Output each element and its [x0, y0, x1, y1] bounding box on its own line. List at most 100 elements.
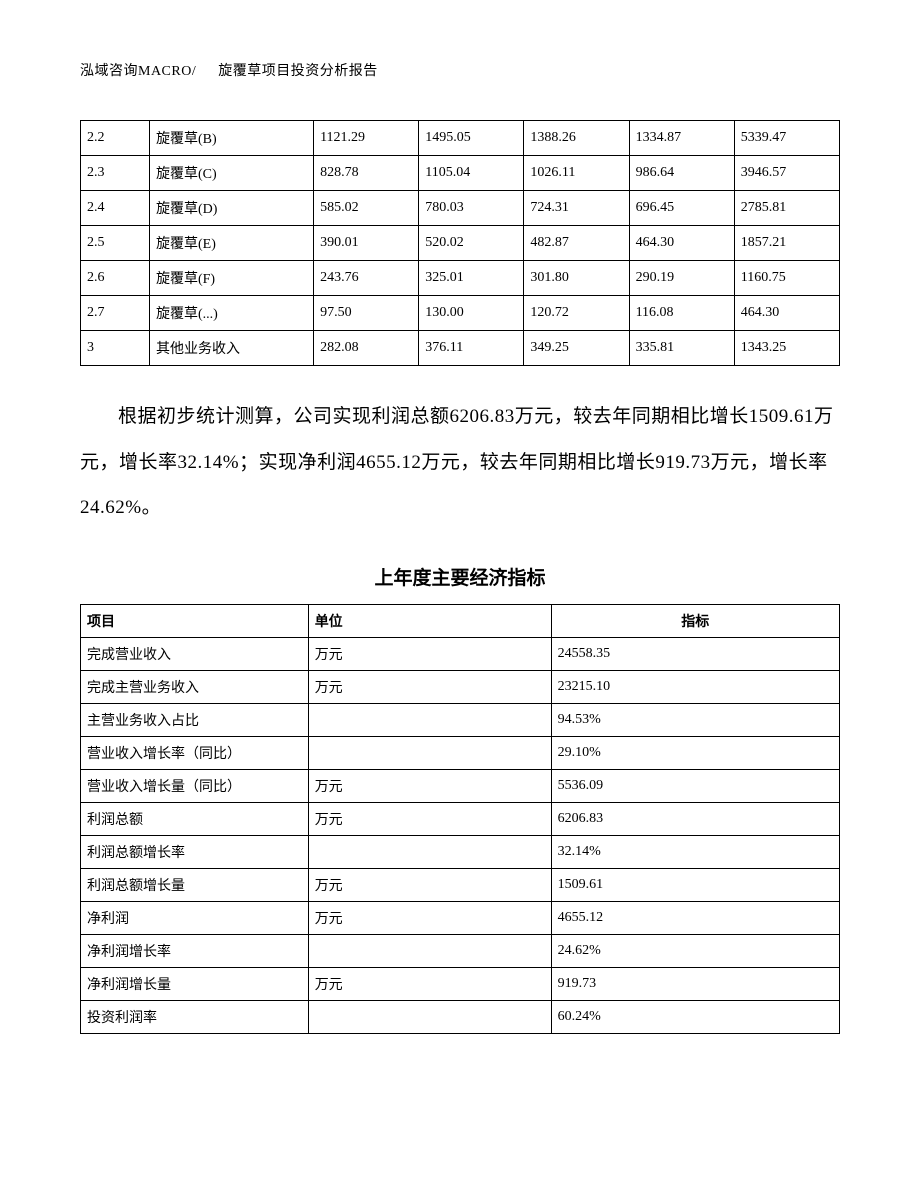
cell-unit: 万元 [308, 802, 551, 835]
table-row: 利润总额增长量 万元 1509.61 [81, 868, 840, 901]
table-row: 净利润增长量 万元 919.73 [81, 967, 840, 1000]
cell-unit: 万元 [308, 637, 551, 670]
cell-value: 24.62% [551, 934, 839, 967]
cell-item: 营业收入增长量（同比） [81, 769, 309, 802]
cell-unit: 万元 [308, 901, 551, 934]
page: 泓域咨询MACRO/旋覆草项目投资分析报告 2.2 旋覆草(B) 1121.29… [0, 0, 920, 1094]
cell: 780.03 [419, 191, 524, 226]
cell-value: 23215.10 [551, 670, 839, 703]
cell: 1121.29 [314, 121, 419, 156]
table-row: 净利润增长率 24.62% [81, 934, 840, 967]
table-row: 营业收入增长率（同比） 29.10% [81, 736, 840, 769]
cell: 旋覆草(D) [149, 191, 313, 226]
cell: 120.72 [524, 296, 629, 331]
table-row: 2.4 旋覆草(D) 585.02 780.03 724.31 696.45 2… [81, 191, 840, 226]
cell-value: 6206.83 [551, 802, 839, 835]
th-unit: 单位 [308, 604, 551, 637]
cell: 旋覆草(B) [149, 121, 313, 156]
cell-unit [308, 835, 551, 868]
cell: 其他业务收入 [149, 331, 313, 366]
cell: 301.80 [524, 261, 629, 296]
cell-value: 94.53% [551, 703, 839, 736]
cell: 3 [81, 331, 150, 366]
th-value: 指标 [551, 604, 839, 637]
cell: 1026.11 [524, 156, 629, 191]
table2-title: 上年度主要经济指标 [80, 563, 840, 590]
table-row: 投资利润率 60.24% [81, 1000, 840, 1033]
cell: 旋覆草(C) [149, 156, 313, 191]
cell-item: 主营业务收入占比 [81, 703, 309, 736]
cell: 243.76 [314, 261, 419, 296]
cell-item: 净利润 [81, 901, 309, 934]
cell-value: 919.73 [551, 967, 839, 1000]
cell: 482.87 [524, 226, 629, 261]
table-row: 利润总额 万元 6206.83 [81, 802, 840, 835]
cell: 130.00 [419, 296, 524, 331]
cell-unit: 万元 [308, 670, 551, 703]
cell-item: 净利润增长量 [81, 967, 309, 1000]
table-row: 营业收入增长量（同比） 万元 5536.09 [81, 769, 840, 802]
cell: 335.81 [629, 331, 734, 366]
cell-unit [308, 736, 551, 769]
cell: 旋覆草(E) [149, 226, 313, 261]
revenue-breakdown-table: 2.2 旋覆草(B) 1121.29 1495.05 1388.26 1334.… [80, 120, 840, 366]
cell-item: 完成营业收入 [81, 637, 309, 670]
table2-body: 完成营业收入 万元 24558.35 完成主营业务收入 万元 23215.10 … [81, 637, 840, 1033]
table-row: 利润总额增长率 32.14% [81, 835, 840, 868]
cell-item: 利润总额增长量 [81, 868, 309, 901]
cell: 325.01 [419, 261, 524, 296]
table-header-row: 项目 单位 指标 [81, 604, 840, 637]
cell: 2.7 [81, 296, 150, 331]
page-header: 泓域咨询MACRO/旋覆草项目投资分析报告 [80, 60, 840, 80]
cell-item: 利润总额 [81, 802, 309, 835]
cell: 376.11 [419, 331, 524, 366]
cell: 696.45 [629, 191, 734, 226]
cell-unit [308, 934, 551, 967]
cell: 1343.25 [734, 331, 839, 366]
cell: 2.4 [81, 191, 150, 226]
table-row: 完成主营业务收入 万元 23215.10 [81, 670, 840, 703]
economic-indicators-table: 项目 单位 指标 完成营业收入 万元 24558.35 完成主营业务收入 万元 … [80, 604, 840, 1034]
cell-unit: 万元 [308, 868, 551, 901]
cell: 520.02 [419, 226, 524, 261]
cell-value: 4655.12 [551, 901, 839, 934]
table-row: 3 其他业务收入 282.08 376.11 349.25 335.81 134… [81, 331, 840, 366]
table-row: 净利润 万元 4655.12 [81, 901, 840, 934]
cell-unit: 万元 [308, 769, 551, 802]
table-row: 2.3 旋覆草(C) 828.78 1105.04 1026.11 986.64… [81, 156, 840, 191]
table-row: 2.2 旋覆草(B) 1121.29 1495.05 1388.26 1334.… [81, 121, 840, 156]
cell: 2785.81 [734, 191, 839, 226]
cell: 97.50 [314, 296, 419, 331]
cell: 585.02 [314, 191, 419, 226]
cell: 1334.87 [629, 121, 734, 156]
table-row: 主营业务收入占比 94.53% [81, 703, 840, 736]
cell: 986.64 [629, 156, 734, 191]
cell: 1388.26 [524, 121, 629, 156]
cell: 2.5 [81, 226, 150, 261]
table1-body: 2.2 旋覆草(B) 1121.29 1495.05 1388.26 1334.… [81, 121, 840, 366]
cell: 282.08 [314, 331, 419, 366]
cell: 349.25 [524, 331, 629, 366]
cell: 1105.04 [419, 156, 524, 191]
cell-value: 60.24% [551, 1000, 839, 1033]
cell: 116.08 [629, 296, 734, 331]
cell: 390.01 [314, 226, 419, 261]
cell: 3946.57 [734, 156, 839, 191]
cell-value: 5536.09 [551, 769, 839, 802]
cell: 5339.47 [734, 121, 839, 156]
cell: 旋覆草(F) [149, 261, 313, 296]
cell-value: 1509.61 [551, 868, 839, 901]
cell-unit [308, 1000, 551, 1033]
cell-value: 24558.35 [551, 637, 839, 670]
cell-unit: 万元 [308, 967, 551, 1000]
cell: 464.30 [734, 296, 839, 331]
cell-value: 32.14% [551, 835, 839, 868]
cell-item: 利润总额增长率 [81, 835, 309, 868]
header-right: 旋覆草项目投资分析报告 [218, 64, 378, 79]
th-item: 项目 [81, 604, 309, 637]
cell: 1160.75 [734, 261, 839, 296]
cell: 724.31 [524, 191, 629, 226]
cell-item: 营业收入增长率（同比） [81, 736, 309, 769]
cell: 2.2 [81, 121, 150, 156]
cell-item: 投资利润率 [81, 1000, 309, 1033]
